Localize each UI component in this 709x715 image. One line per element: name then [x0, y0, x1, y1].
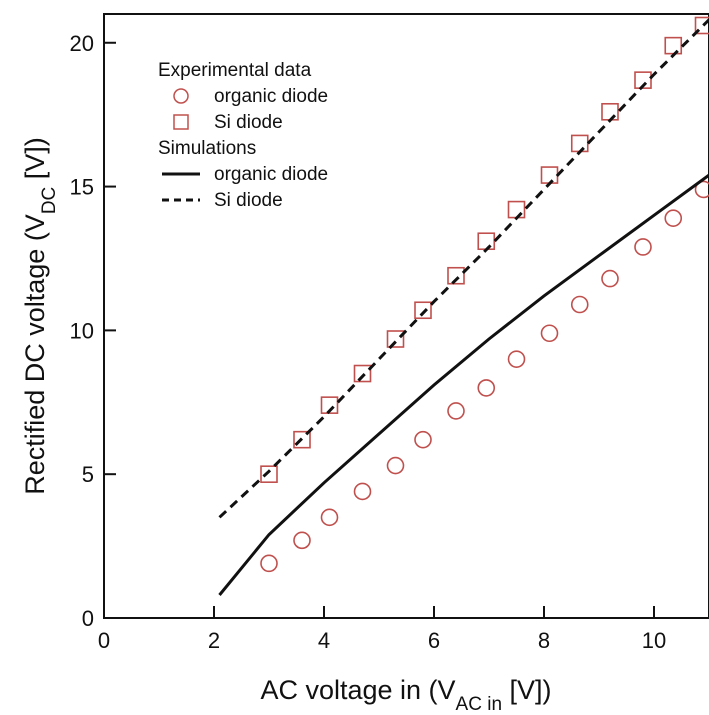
simulations-organic-diode-line [218, 173, 709, 596]
experimental-data-si-diode-point [320, 396, 339, 414]
legend-group-title: Experimental data [158, 60, 312, 81]
legend-group-title: Simulations [158, 138, 256, 159]
experimental-data-organic-diode-point [260, 554, 278, 573]
y-tick-label: 0 [82, 606, 94, 631]
x-tick-label: 8 [538, 628, 550, 653]
experimental-data-si-diode-point [386, 330, 405, 348]
experimental-data-si-diode-point [570, 134, 589, 153]
experimental-data-organic-diode-point [694, 180, 709, 199]
legend-label-experimental-data-si-diode: Si diode [214, 112, 283, 133]
experimental-data-organic-diode-point [477, 379, 496, 397]
experimental-data-si-diode-point [601, 102, 619, 121]
plot-frame [103, 13, 709, 619]
y-tick-label: 5 [82, 462, 94, 487]
y-tick-label: 10 [70, 318, 94, 343]
legend-label-simulations-organic-diode: organic diode [214, 164, 328, 185]
legend-label-experimental-data-organic-diode: organic diode [214, 86, 328, 107]
experimental-data-organic-diode-point [320, 508, 339, 527]
x-tick-label: 10 [642, 628, 666, 653]
x-axis-title: AC voltage in (VAC in [V]) [260, 675, 551, 715]
experimental-data-si-diode-point [540, 166, 559, 184]
experimental-data-organic-diode-point [293, 531, 311, 550]
plot-layer [218, 16, 709, 596]
experimental-data-organic-diode-point [353, 482, 372, 501]
y-axis-title: Rectified DC voltage (VDC [V]) [20, 137, 60, 495]
legend-label-simulations-si-diode: Si diode [214, 190, 283, 211]
experimental-data-organic-diode-point [507, 350, 526, 368]
ticks-layer: 0 2 4 6 8 10 0 5 10 15 20 [70, 31, 667, 653]
x-tick-label: 6 [428, 628, 440, 653]
experimental-data-si-diode-point [507, 200, 526, 219]
experimental-data-si-diode-point [694, 16, 709, 35]
y-tick-label: 15 [70, 175, 94, 200]
simulations-si-diode-line [218, 18, 709, 519]
legend: Experimental data organic diode Si diode Si… [158, 60, 328, 211]
x-tick-label: 2 [208, 628, 220, 653]
experimental-data-si-diode-point [634, 71, 652, 89]
experimental-data-organic-diode-point [414, 430, 432, 449]
experimental-data-organic-diode-point [601, 269, 619, 288]
legend-swatch-experimental-data-organic-diode [173, 88, 189, 104]
experimental-data-si-diode-point [293, 430, 311, 449]
experimental-data-si-diode-point [414, 301, 432, 320]
experimental-data-si-diode-point [477, 232, 496, 251]
experimental-data-si-diode-point [353, 364, 372, 383]
x-tick-label: 0 [98, 628, 110, 653]
experimental-data-organic-diode-point [634, 238, 652, 256]
experimental-data-si-diode-point [447, 266, 465, 285]
y-tick-label: 20 [70, 31, 94, 56]
x-tick-label: 4 [318, 628, 330, 653]
experimental-data-si-diode-point [260, 465, 278, 483]
experimental-data-organic-diode-point [386, 456, 405, 475]
experimental-data-organic-diode-point [540, 324, 559, 343]
legend-swatch-experimental-data-si-diode [173, 114, 189, 130]
experimental-data-si-diode-point [664, 36, 683, 55]
experimental-data-organic-diode-point [447, 402, 465, 420]
experimental-data-organic-diode-point [570, 295, 589, 314]
experimental-data-organic-diode-point [664, 209, 683, 228]
